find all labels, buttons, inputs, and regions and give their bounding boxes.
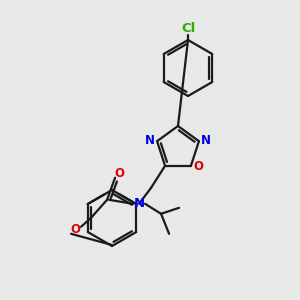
Text: N: N [201,134,211,147]
Text: O: O [193,160,203,173]
Text: O: O [70,223,80,236]
Text: N: N [145,134,155,147]
Text: N: N [134,197,145,210]
Text: Cl: Cl [181,22,195,34]
Text: O: O [114,167,124,180]
